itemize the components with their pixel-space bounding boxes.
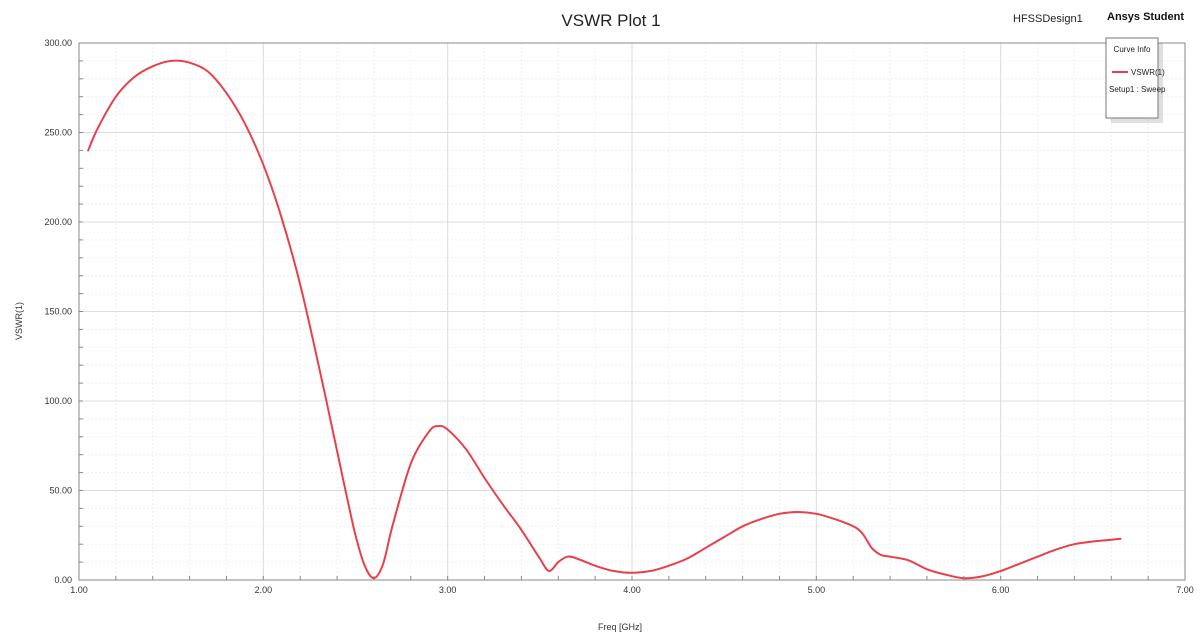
legend-frame [1105,37,1159,119]
x-tick-label: 3.00 [439,585,457,595]
y-tick-label: 0.00 [54,575,72,585]
y-tick-label: 200.00 [44,217,72,227]
x-tick-label: 7.00 [1176,585,1194,595]
y-tick-label: 150.00 [44,307,72,317]
y-tick-label: 250.00 [44,128,72,138]
x-tick-label: 5.00 [808,585,826,595]
legend-box[interactable]: Curve Info VSWR(1) Setup1 : Sweep [1105,37,1166,123]
x-tick-label: 1.00 [70,585,88,595]
x-axis-ticks [115,576,1149,580]
vswr-curve [87,59,1122,580]
legend-title: Curve Info [1114,45,1151,54]
legend-entry: VSWR(1) [1131,68,1165,77]
y-axis-label: VSWR(1) [14,302,24,340]
chart-title: VSWR Plot 1 [561,11,660,30]
y-tick-labels: 0.00 50.00 100.00 150.00 200.00 250.00 300.00 [44,38,72,585]
x-tick-label: 6.00 [992,585,1010,595]
y-axis-ticks [79,60,83,563]
x-tick-label: 4.00 [623,585,641,595]
x-tick-label: 2.00 [255,585,273,595]
x-tick-labels: 1.00 2.00 3.00 4.00 5.00 6.00 7.00 [70,585,1194,595]
legend-sub: Setup1 : Sweep [1109,85,1166,94]
y-tick-label: 50.00 [49,486,72,496]
y-tick-label: 100.00 [44,396,72,406]
y-tick-label: 300.00 [44,38,72,48]
design-name: HFSSDesign1 [1013,13,1083,25]
x-axis-label: Freq [GHz] [598,622,642,632]
brand-label: Ansys Student [1107,11,1184,23]
